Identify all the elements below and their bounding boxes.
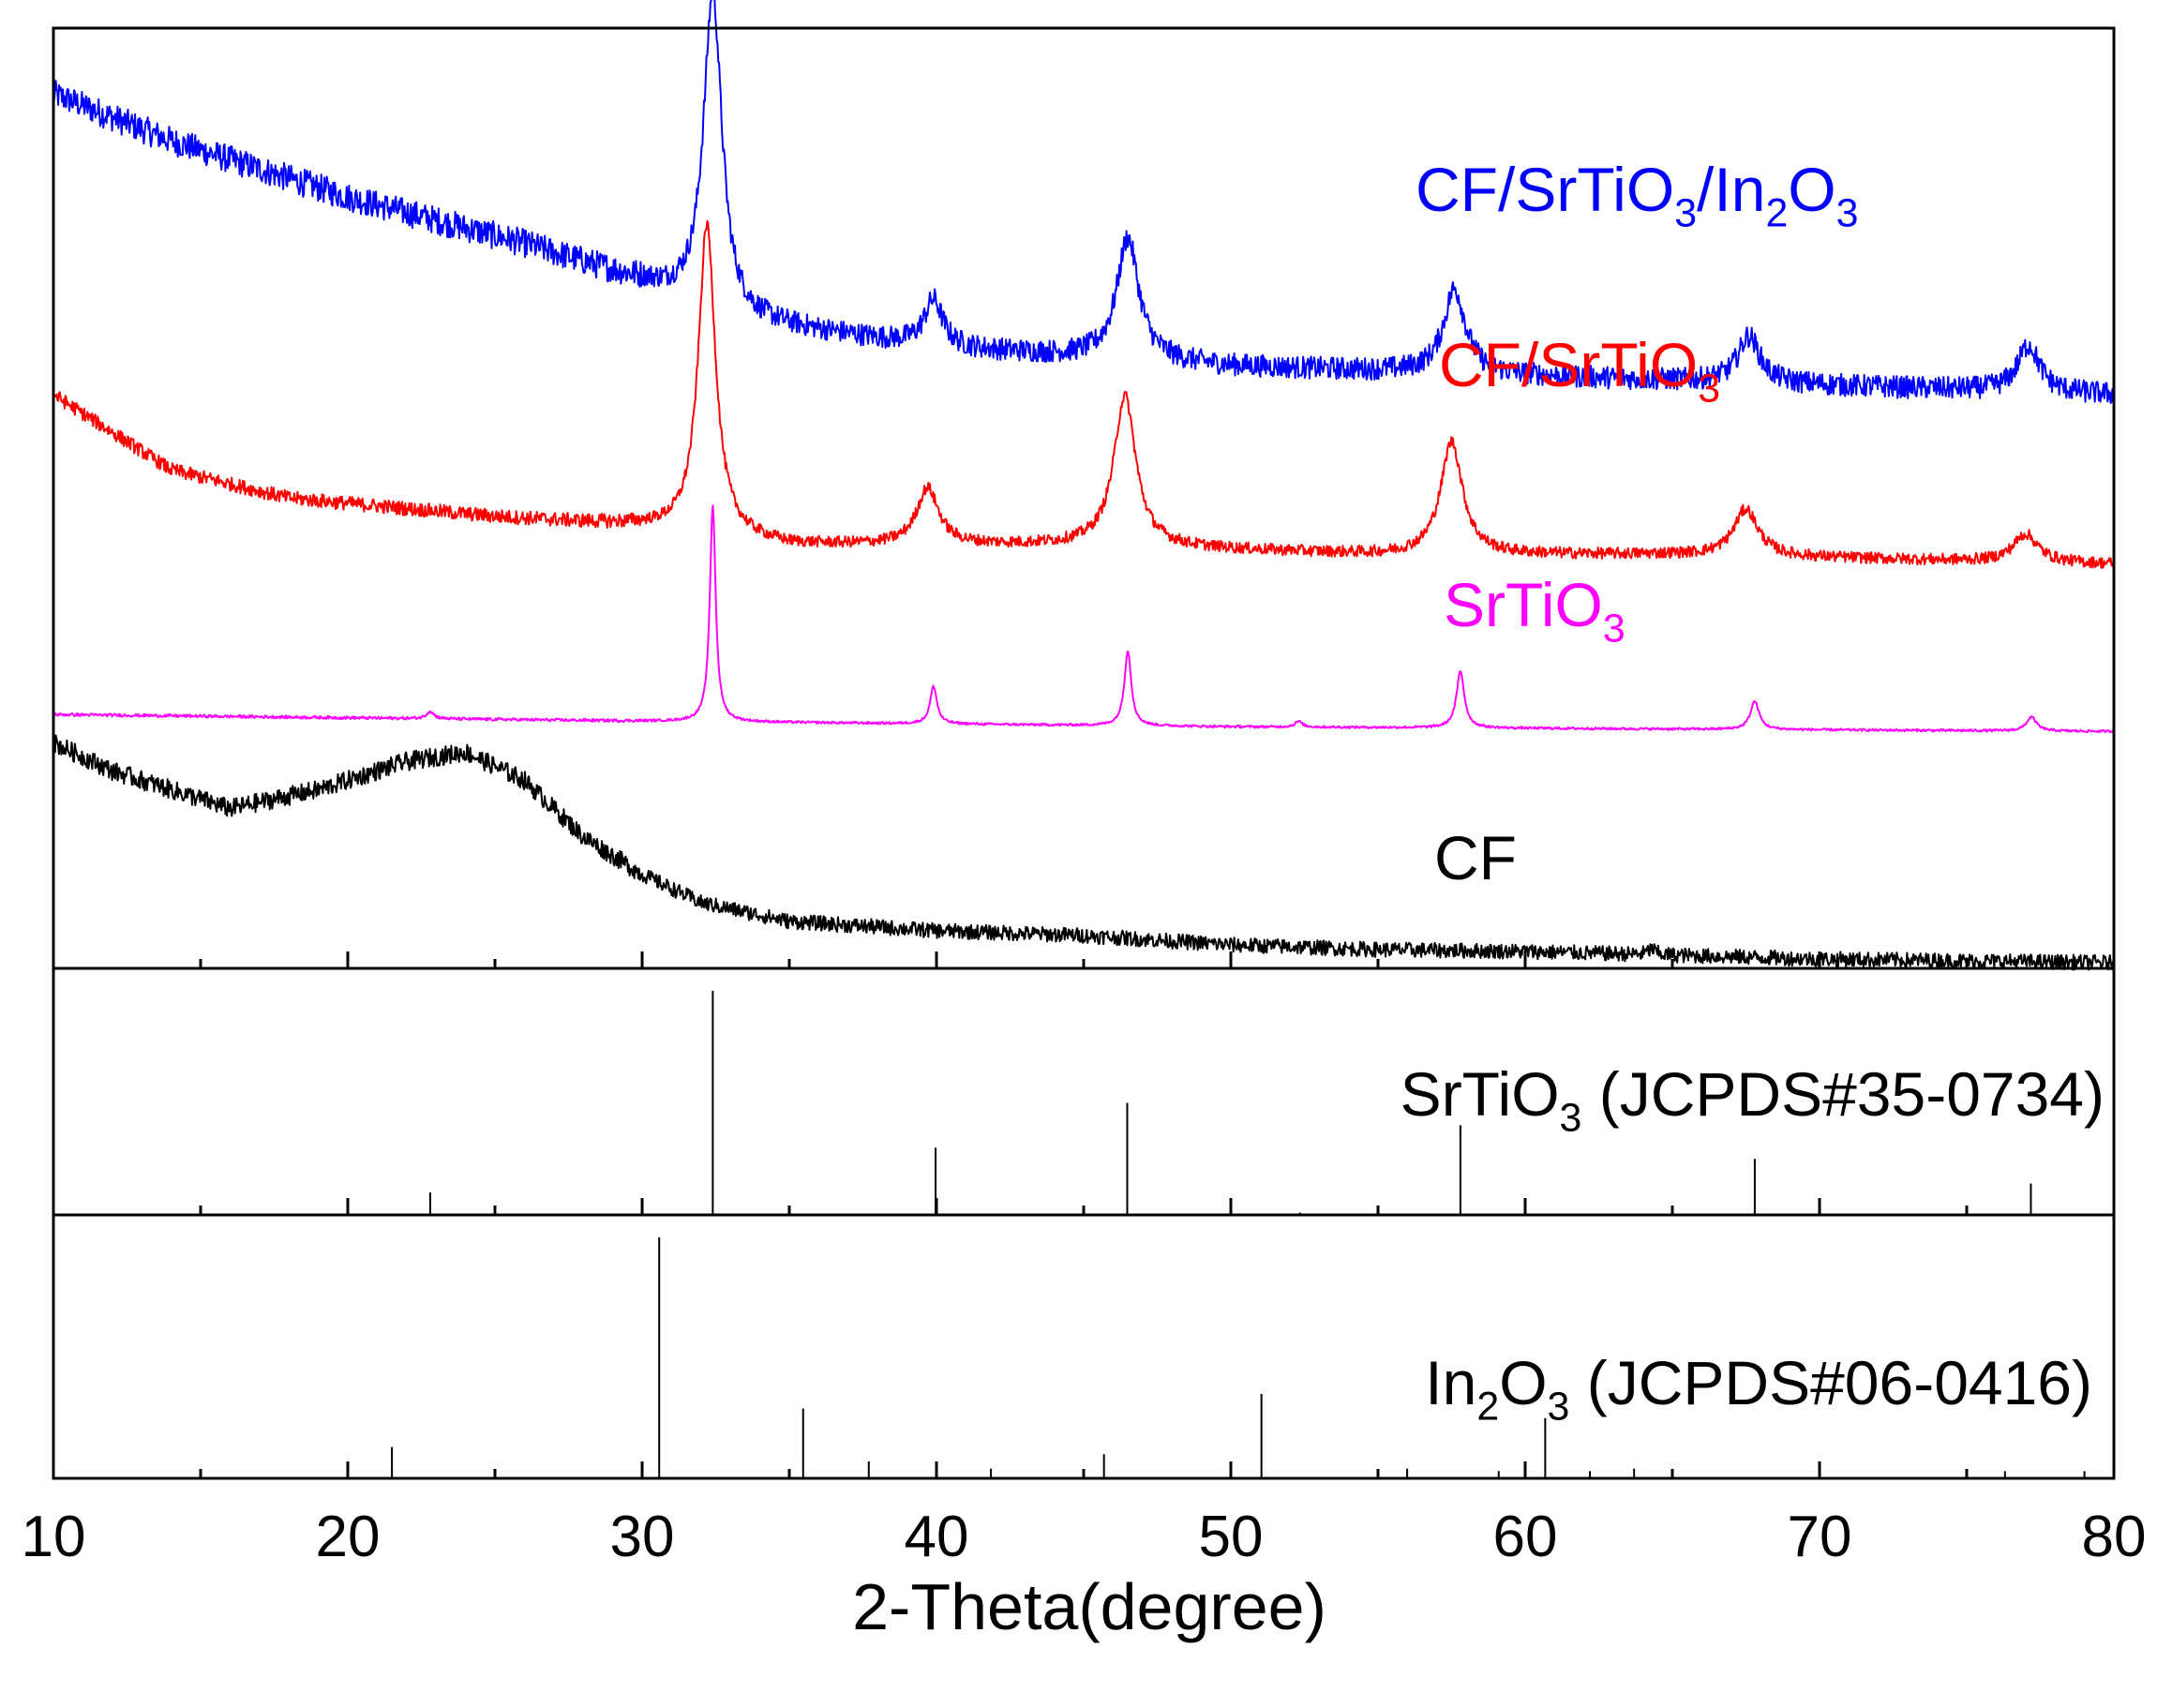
reference-panel-1: SrTiO3 (JCPDS#35-0734) [428,991,2105,1215]
label-srtio3-part-0: SrTiO [1444,570,1603,639]
reference-panel-2: In2O3 (JCPDS#06-0416) [391,1237,2092,1478]
x-tick-label-50: 50 [1199,1505,1264,1569]
label-cf-srtio3-in2o3-part-3: 2 [1765,191,1788,236]
x-tick-label-80: 80 [2082,1505,2147,1569]
x-tick-label-40: 40 [905,1505,969,1569]
curve-cf-srtio3-in2o3 [52,0,2115,404]
label-in2o3-jcpds-06-0416-part-2: O [1499,1348,1547,1417]
x-tick-label-30: 30 [610,1505,675,1569]
label-in2o3-jcpds-06-0416-part-0: In [1425,1348,1476,1417]
label-srtio3-part-1: 3 [1603,607,1625,652]
label-cf-srtio3-part-0: CF/SrTiO [1439,330,1698,399]
label-cf-srtio3-in2o3-part-1: 3 [1674,191,1697,236]
x-tick-label-20: 20 [316,1505,381,1569]
label-cf: CF [1434,823,1517,892]
label-srtio3-jcpds-35-0734: SrTiO3 (JCPDS#35-0734) [1401,1059,2105,1141]
curve-cf-srtio3 [52,219,2115,569]
curve-cf [52,734,2115,971]
label-cf-part-0: CF [1434,823,1517,892]
label-cf-srtio3-in2o3-part-4: O [1788,155,1835,224]
label-in2o3-jcpds-06-0416: In2O3 (JCPDS#06-0416) [1425,1348,2092,1430]
label-srtio3-jcpds-35-0734-part-2: (JCPDS#35-0734) [1581,1059,2105,1129]
label-srtio3-jcpds-35-0734-part-1: 3 [1560,1096,1582,1141]
label-in2o3-jcpds-06-0416-part-3: 3 [1548,1385,1570,1430]
label-srtio3-jcpds-35-0734-part-0: SrTiO [1401,1059,1560,1129]
label-srtio3: SrTiO3 [1444,570,1625,652]
label-in2o3-jcpds-06-0416-part-1: 2 [1476,1385,1499,1430]
label-cf-srtio3-in2o3-part-0: CF/SrTiO [1416,155,1674,224]
label-cf-srtio3: CF/SrTiO3 [1439,330,1720,412]
label-cf-srtio3-part-1: 3 [1698,367,1720,412]
x-axis-label: 2-Theta(degree) [852,1570,1326,1643]
x-tick-label-60: 60 [1493,1505,1558,1569]
label-in2o3-jcpds-06-0416-part-4: (JCPDS#06-0416) [1569,1348,2092,1417]
x-tick-label-10: 10 [22,1505,86,1569]
label-cf-srtio3-in2o3-part-2: /In [1697,155,1765,224]
label-cf-srtio3-in2o3: CF/SrTiO3/In2O3 [1416,155,1859,236]
curve-srtio3 [52,504,2115,734]
label-cf-srtio3-in2o3-part-5: 3 [1836,191,1859,236]
x-axis: 10 20 30 40 50 60 70 80 [22,951,2147,1569]
x-tick-label-70: 70 [1788,1505,1852,1569]
